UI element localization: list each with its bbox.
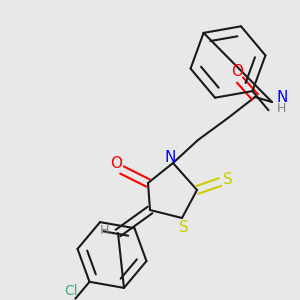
Text: Cl: Cl [64, 284, 78, 298]
Text: N: N [277, 89, 288, 104]
Text: O: O [231, 64, 243, 80]
Text: H: H [99, 224, 109, 236]
Text: S: S [179, 220, 189, 236]
Text: S: S [223, 172, 233, 187]
Text: H: H [277, 101, 286, 115]
Text: O: O [110, 157, 122, 172]
Text: N: N [164, 149, 176, 164]
